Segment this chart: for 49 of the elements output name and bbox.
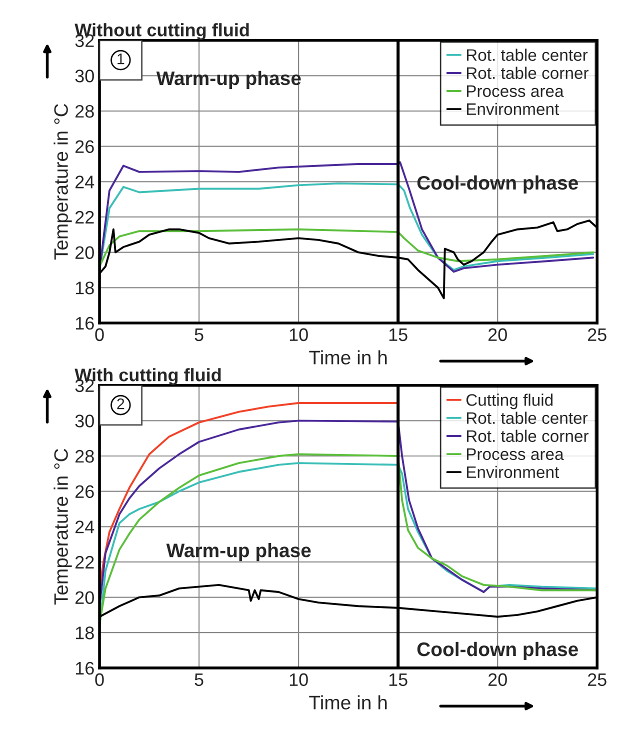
x-axis-title: Time in h [309, 350, 387, 364]
y-tick-label: 28 [75, 104, 94, 118]
x-tick-label: 20 [488, 673, 507, 686]
annotation: Cool-down phase [417, 175, 578, 194]
legend-label: Environment [466, 102, 560, 116]
y-tick-label: 30 [75, 414, 94, 428]
legend-label: Process area [466, 448, 564, 460]
y-tick-label: 16 [76, 662, 94, 675]
legend-label: Rot. table corner [466, 66, 589, 79]
annotation: Warm-up phase [166, 543, 311, 562]
y-tick-label: 22 [75, 556, 94, 569]
x-tick-label: 0 [95, 328, 104, 342]
y-tick-label: 24 [75, 176, 94, 188]
x-tick-label: 10 [290, 328, 308, 342]
annotation: Cool-down phase [417, 642, 578, 660]
y-tick-label: 20 [75, 246, 94, 260]
line-series [100, 228, 594, 268]
line-series [100, 161, 594, 273]
y-axis-title: Temperature in °C [54, 104, 72, 260]
x-tick-label: 15 [389, 673, 408, 686]
legend-label: Environment [466, 466, 560, 478]
x-axis-title: Time in h [309, 695, 387, 710]
legend-label: Rot. table center [466, 412, 588, 424]
legend-label: Process area [466, 85, 564, 98]
y-tick-label: 22 [75, 210, 94, 224]
x-tick-label: 15 [389, 328, 408, 342]
y-tick-label: 18 [76, 626, 94, 640]
annotation: 1 [118, 54, 124, 64]
x-tick-label: 5 [194, 673, 204, 686]
x-tick-label: 25 [588, 328, 606, 342]
y-tick-label: 18 [76, 282, 94, 294]
x-tick-label: 25 [588, 673, 606, 686]
y-tick-label: 28 [75, 450, 94, 463]
y-axis-title: Temperature in °C [54, 448, 72, 605]
y-tick-label: 30 [75, 70, 94, 82]
legend-label: Cutting fluid [466, 394, 553, 410]
x-tick-label: 0 [95, 673, 104, 686]
x-tick-label: 10 [290, 673, 308, 686]
y-tick-label: 20 [75, 591, 94, 604]
x-tick-label: 5 [194, 328, 204, 342]
annotation: 2 [117, 398, 124, 410]
legend-label: Rot. table center [466, 48, 588, 61]
y-tick-label: 26 [75, 140, 94, 154]
y-tick-label: 26 [75, 485, 94, 498]
legend-label: Rot. table corner [466, 430, 589, 442]
y-tick-label: 24 [75, 520, 94, 534]
x-tick-label: 20 [488, 328, 507, 342]
y-tick-label: 16 [76, 316, 94, 330]
annotation: Warm-up phase [156, 70, 301, 89]
